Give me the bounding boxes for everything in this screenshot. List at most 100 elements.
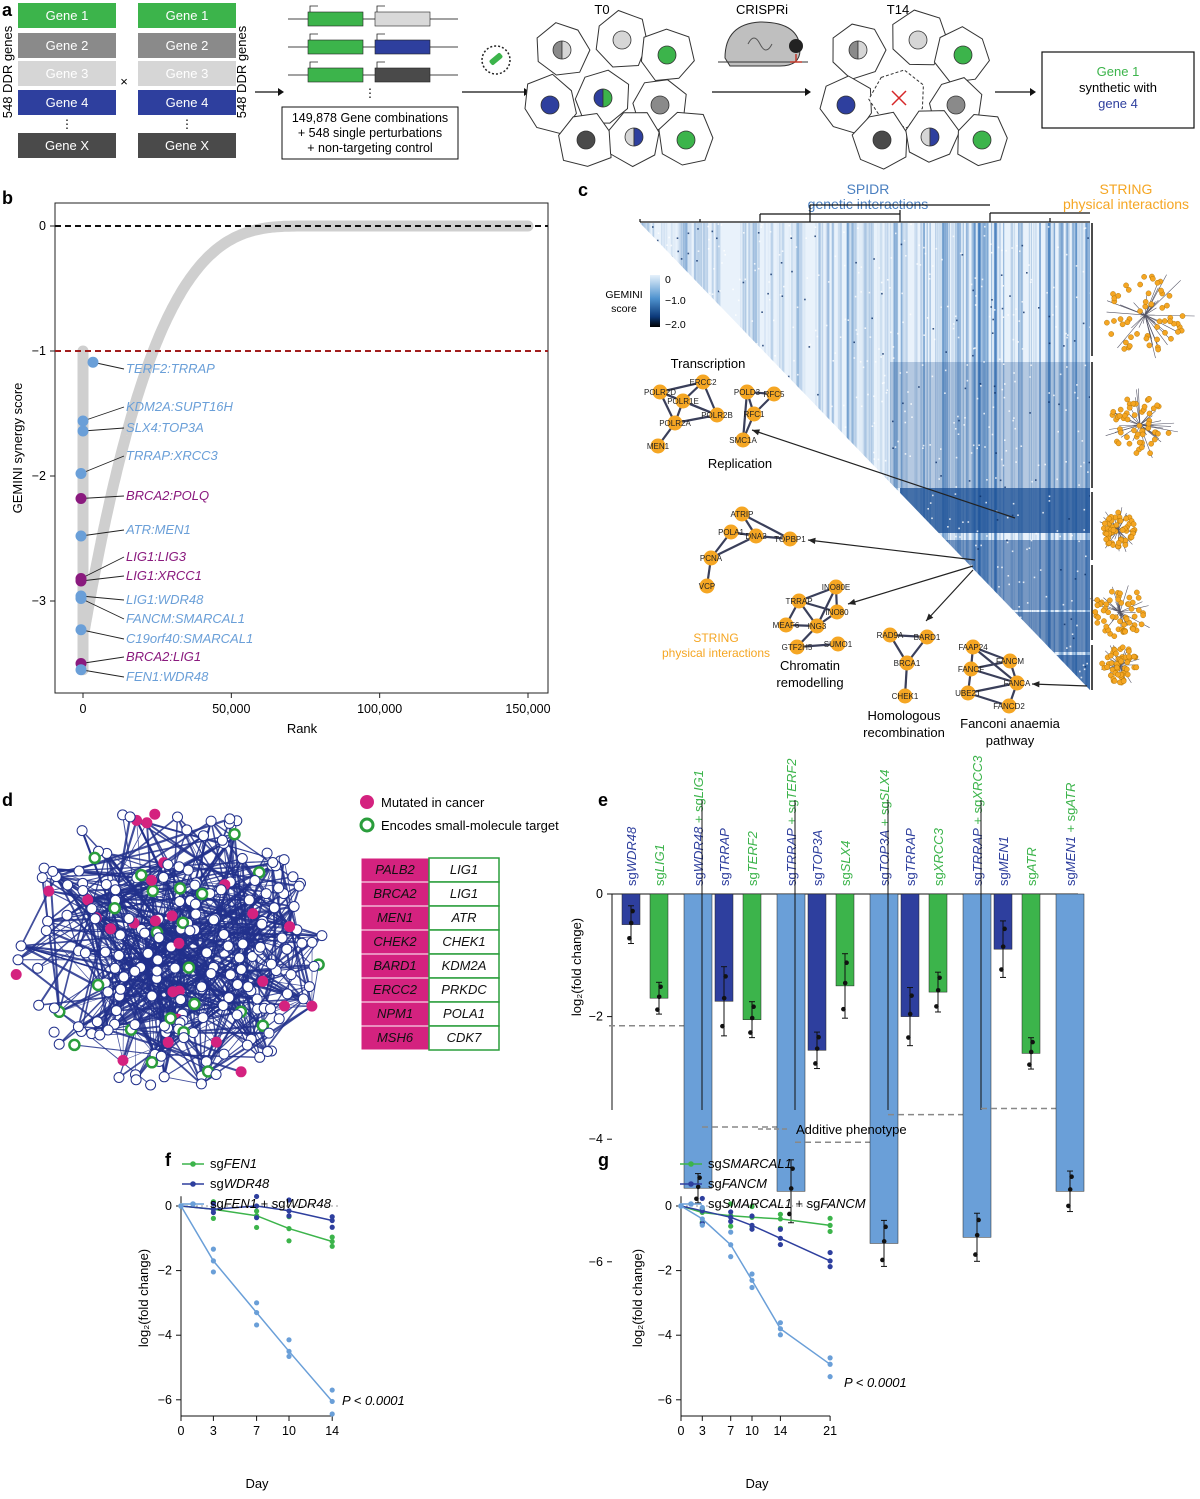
string-node [1131,412,1138,418]
t14-label: T14 [887,2,909,17]
heatmap-streak [884,223,887,690]
heatmap-speck [757,232,760,234]
string-node [1168,335,1174,342]
heatmap-speck [882,510,884,513]
heatmap-speck [674,571,676,573]
heatmap-speck [890,257,893,259]
gene-box-4 [18,90,116,115]
module-gene-label: POLD3 [734,388,761,397]
heatmap-streak [698,223,701,690]
string-edge [1144,287,1159,316]
heatmap-speck [754,269,756,272]
heatmap-speck [1011,514,1014,517]
panel-g-time-course: 0−2−4−60 3 7 10 14 21sgSMARCAL1sgFANCMsgSMARC… [630,1156,907,1491]
e-bar [776,893,806,1192]
heatmap-speck [897,332,899,335]
heatmap-speck [846,510,849,513]
heatmap-streak [939,223,941,690]
string-node [1117,429,1124,436]
string-node [1115,539,1122,546]
heatmap-speck [722,623,724,626]
heatmap-streak [951,223,954,690]
string-node [1166,293,1173,299]
string-node [1109,588,1115,595]
network-node [175,994,187,1006]
heatmap-streak [886,223,889,690]
pair-label: KDM2A:SUPT16H [126,399,234,414]
string-edge [1144,307,1157,316]
module-gene-label: CHEK1 [892,692,919,701]
heatmap-speck [789,415,791,418]
module-node [830,636,846,652]
heatmap-speck [843,264,846,267]
heatmap-speck [968,480,971,482]
replicate-point [329,1387,335,1393]
heatmap-speck [1052,314,1054,316]
heatmap-streak [905,223,908,690]
heatmap-speck [691,453,694,455]
e-replicate-dot [907,1011,913,1017]
heatmap-streak [966,223,968,690]
e-replicate-dot [1030,1039,1035,1045]
heatmap-speck [656,239,659,242]
replicate-point [286,1226,292,1232]
module-gene-label: MEAF6 [773,621,800,630]
arrow-a1-head [278,88,284,96]
heatmap-speck [759,350,762,352]
string-node [1103,530,1110,537]
heatmap-speck [814,226,817,228]
plot-g-xlabel: Day [745,1476,769,1491]
string-node [1125,601,1132,607]
heatmap-speck [881,382,884,385]
heatmap-speck [1004,439,1006,441]
heatmap-speck [849,532,852,534]
heatmap-speck [772,373,775,376]
e-bar-label: sgATR [1024,847,1039,886]
heatmap-speck [650,613,652,616]
heatmap-streak [684,223,688,690]
heatmap-speck [1084,665,1087,668]
heatmap-speck [972,289,974,292]
heatmap-speck [739,278,741,281]
heatmap-speck [869,336,872,338]
network-node [296,937,308,949]
heatmap-speck [735,330,737,332]
string-node [1134,431,1141,438]
pair-leader-line [80,575,125,582]
replicate-point [728,1209,734,1215]
heatmap-speck [886,279,889,281]
replicate-point [777,1211,784,1217]
heatmap-speck [1011,247,1013,249]
heatmap-speck [972,354,974,357]
network-edge [190,899,290,928]
heatmap-speck [830,457,832,460]
network-node [265,1003,276,1015]
heatmap-speck [765,662,767,665]
module-gene-label: FAAP24 [958,643,988,652]
heatmap-streak [645,223,648,690]
gene-box-label: Gene 2 [166,38,209,53]
heatmap-speck [1078,484,1080,486]
string-node [1128,534,1135,541]
series-line [680,1205,831,1365]
heatmap-speck [855,396,858,399]
heatmap-streak [974,223,976,690]
e-bar-label: sgWDR48 + sgLIG1 [691,770,706,886]
heatmap-speck [665,454,667,456]
heatmap-speck [701,428,704,431]
heatmap-speck [1026,602,1029,604]
x-tick-label: 21 [823,1424,837,1438]
module-gene-label: SUMO1 [824,640,853,649]
heatmap-streak [1071,223,1073,690]
network-edge [228,823,241,958]
pair-point [75,664,87,676]
network-node [47,865,59,877]
network-node [15,940,27,952]
heatmap-speck [980,285,983,288]
legend-additive-text: Additive phenotype [796,1122,907,1137]
network-node [89,913,101,925]
network-edge [78,908,93,951]
e-replicate-dot [906,1035,911,1040]
string-edge [1119,424,1141,426]
